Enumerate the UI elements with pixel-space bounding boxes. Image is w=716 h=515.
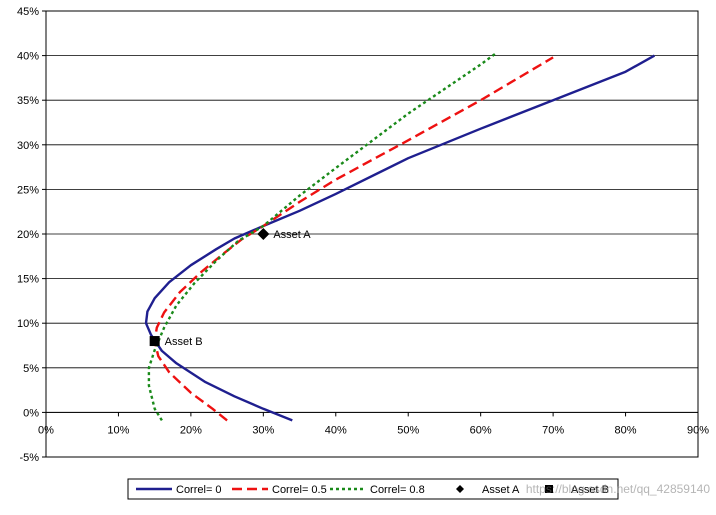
marker-label-2: Asset B [165, 336, 203, 348]
y-tick-label: 45% [17, 6, 39, 18]
asset-b-marker [149, 336, 160, 347]
y-tick-label: 40% [17, 51, 39, 63]
marker-label-1: Asset A [273, 229, 311, 241]
y-tick-label: 5% [23, 363, 39, 375]
series-line-2 [153, 56, 554, 422]
asset-markers: Asset A Asset B [149, 228, 311, 348]
legend-label-4: Asset A [482, 484, 520, 496]
y-tick-label: 20% [17, 229, 39, 241]
x-tick-label: 80% [615, 424, 637, 436]
x-tick-label: 10% [107, 424, 129, 436]
y-tick-label: 35% [17, 95, 39, 107]
y-tick-label: 30% [17, 140, 39, 152]
axes: -5% 0% 5% 10% 15% 20% 25% 30% 35% 40% 45% 0% 10% 20% 3… [17, 6, 709, 464]
legend-label-2: Correl= 0.5 [272, 484, 327, 496]
x-tick-label: 50% [397, 424, 419, 436]
legend-label-5: Asset B [571, 484, 609, 496]
y-tick-label: 10% [17, 318, 39, 330]
series-line-3 [147, 52, 496, 422]
x-tick-label: 0% [38, 424, 54, 436]
legend-asset-b-symbol [545, 485, 553, 493]
x-tick-label: 20% [180, 424, 202, 436]
y-tick-label: -5% [19, 452, 39, 464]
legend-label-1: Correl= 0 [176, 484, 222, 496]
legend-label-3: Correl= 0.8 [370, 484, 425, 496]
x-tick-label: 30% [252, 424, 274, 436]
y-tick-label: 15% [17, 274, 39, 286]
gridlines [45, 10, 699, 458]
legend-box [127, 478, 619, 500]
legend-asset-a-symbol [456, 485, 464, 493]
x-tick-label: 90% [687, 424, 709, 436]
series-lines [144, 52, 656, 422]
series-line-1 [144, 54, 656, 422]
y-tick-label: 0% [23, 407, 39, 419]
x-tick-label: 70% [542, 424, 564, 436]
y-tick-label: 25% [17, 184, 39, 196]
legend: Correl= 0 Correl= 0.5 Correl= 0.8 Asset A As… [127, 478, 619, 500]
asset-a-marker [257, 228, 270, 240]
watermark-text: https://blog.csdn.net/qq_42859140 [525, 482, 710, 496]
x-tick-label: 40% [325, 424, 347, 436]
x-tick-label: 60% [470, 424, 492, 436]
